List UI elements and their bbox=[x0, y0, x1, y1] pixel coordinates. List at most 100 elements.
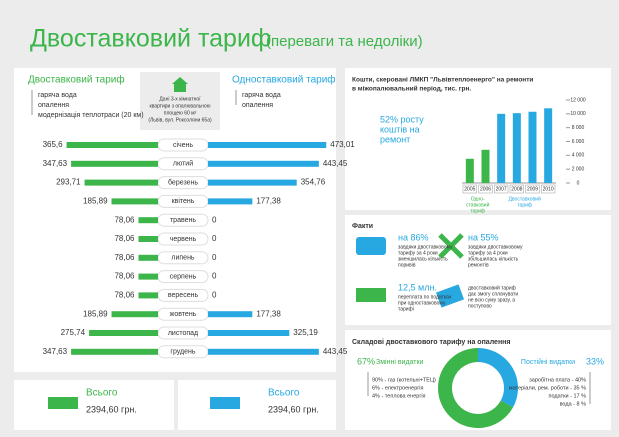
fact-text: поривів bbox=[398, 262, 416, 268]
bar bbox=[481, 149, 490, 183]
category-label: Постійні видатки bbox=[521, 358, 575, 366]
fact-text: тарифу за 4 роки bbox=[468, 250, 508, 256]
total-value: 2394,60 грн. bbox=[86, 404, 137, 414]
tools-icon bbox=[438, 233, 464, 259]
header: Одноставковий тариф bbox=[232, 74, 336, 86]
bar bbox=[208, 330, 290, 336]
bar bbox=[89, 330, 158, 336]
fact-text: поступово bbox=[468, 303, 492, 309]
bar bbox=[84, 179, 158, 186]
value-label: 293,71 bbox=[56, 178, 81, 187]
month-label: березень bbox=[168, 178, 198, 186]
y-tick-label: 6 000 bbox=[572, 139, 585, 145]
header: Двоставковий тариф bbox=[28, 74, 125, 86]
group-label: Двоставковий bbox=[509, 195, 541, 202]
fact-text: дає змогу сплачувати bbox=[468, 291, 518, 297]
donut-slice bbox=[478, 348, 518, 408]
fact-text: збільшилась кількість bbox=[468, 256, 519, 262]
total-label: Всього bbox=[268, 388, 300, 399]
panel bbox=[345, 330, 611, 430]
fact-headline: на 86% bbox=[398, 232, 429, 242]
list-item: модернізація теплотраси (20 км) bbox=[38, 111, 144, 119]
month-label: квітень bbox=[172, 197, 195, 205]
y-tick-label: 12 000 bbox=[570, 97, 586, 103]
bar bbox=[138, 254, 158, 261]
month-label: серпень bbox=[170, 273, 197, 280]
bar bbox=[138, 236, 158, 242]
bar bbox=[138, 273, 158, 280]
month-label: липень bbox=[171, 255, 195, 262]
value-label: 185,89 bbox=[83, 309, 108, 318]
money-icon bbox=[356, 288, 386, 302]
value-label: 354,76 bbox=[301, 178, 326, 187]
year-box bbox=[462, 184, 477, 194]
bar bbox=[497, 113, 506, 183]
list-item: опалення bbox=[38, 102, 69, 109]
year-box bbox=[525, 184, 540, 194]
title: Двоставковий тариф bbox=[30, 25, 271, 53]
value-label: 347,63 bbox=[43, 159, 68, 168]
panel bbox=[14, 380, 174, 430]
value-label: 0 bbox=[212, 253, 217, 262]
panel bbox=[345, 215, 611, 325]
bar bbox=[138, 217, 158, 224]
month-label: вересень bbox=[168, 292, 199, 299]
value-label: 275,74 bbox=[61, 328, 86, 337]
bar bbox=[208, 142, 327, 148]
y-tick-label: 10 000 bbox=[570, 111, 586, 117]
value-label: 78,06 bbox=[114, 272, 135, 281]
bar bbox=[71, 348, 158, 355]
bar bbox=[528, 111, 537, 183]
value-label: 0 bbox=[212, 291, 217, 300]
fact-headline: 12,5 млн. bbox=[398, 282, 437, 292]
list-item: гаряча вода bbox=[38, 92, 77, 99]
bar bbox=[544, 108, 553, 183]
fact-text: при одноставковому bbox=[398, 300, 446, 306]
money-icon bbox=[48, 397, 78, 409]
month-label: червень bbox=[170, 236, 197, 243]
value-label: 473,01 bbox=[330, 140, 355, 149]
y-tick-label: 8 000 bbox=[572, 125, 585, 131]
annotation: ремонт bbox=[380, 134, 410, 144]
fact-text: завдяки двоставковому bbox=[468, 244, 523, 250]
value-label: 67% bbox=[357, 356, 375, 366]
value-label: 443,45 bbox=[323, 159, 348, 168]
list-item: гаряча вода bbox=[242, 92, 281, 99]
cards-icon bbox=[435, 284, 465, 308]
note: квартири з опалювальною bbox=[149, 103, 210, 109]
chart-title: в міжопалювальний період, тис. грн. bbox=[352, 85, 471, 93]
fact-text: тарифі bbox=[398, 306, 414, 312]
year-box bbox=[509, 184, 524, 194]
bar bbox=[111, 198, 158, 205]
y-tick-label: 2 000 bbox=[572, 166, 585, 172]
month-label: січень bbox=[173, 141, 193, 149]
chart-title: Складові двоставкового тарифу на опаленн… bbox=[352, 338, 511, 346]
value-label: 365,6 bbox=[43, 140, 64, 149]
detail: матеріали, рем. роботи - 35 % bbox=[509, 385, 586, 391]
total-label: Всього bbox=[86, 388, 118, 399]
value-label: 347,63 bbox=[43, 347, 68, 356]
bar bbox=[208, 198, 253, 205]
group-label: Одно- bbox=[471, 196, 485, 202]
radiator-icon bbox=[356, 237, 386, 255]
section-title: Факти bbox=[352, 223, 373, 230]
value-label: 325,19 bbox=[293, 328, 318, 337]
value-label: 78,06 bbox=[114, 215, 135, 224]
detail: 6% - електроенергія bbox=[372, 385, 424, 391]
detail: податки - 17 % bbox=[549, 393, 587, 399]
detail: 90% - газ (котельні+ТЕЦ) bbox=[372, 377, 436, 383]
x-tick-label: 2007 bbox=[496, 186, 507, 192]
list-item: опалення bbox=[242, 102, 273, 109]
fact-text: зменшилась кількість bbox=[398, 256, 448, 262]
x-tick-label: 2010 bbox=[543, 186, 554, 192]
note: (Львів, вул. Роксоляни 65а) bbox=[148, 117, 212, 123]
value-label: 185,89 bbox=[83, 197, 108, 206]
month-label: лютий bbox=[173, 160, 193, 168]
year-box bbox=[478, 184, 493, 194]
bar bbox=[465, 158, 474, 183]
house-icon bbox=[172, 77, 188, 92]
value-label: 78,06 bbox=[114, 291, 135, 300]
money-icon bbox=[210, 397, 240, 409]
bar bbox=[208, 348, 319, 355]
